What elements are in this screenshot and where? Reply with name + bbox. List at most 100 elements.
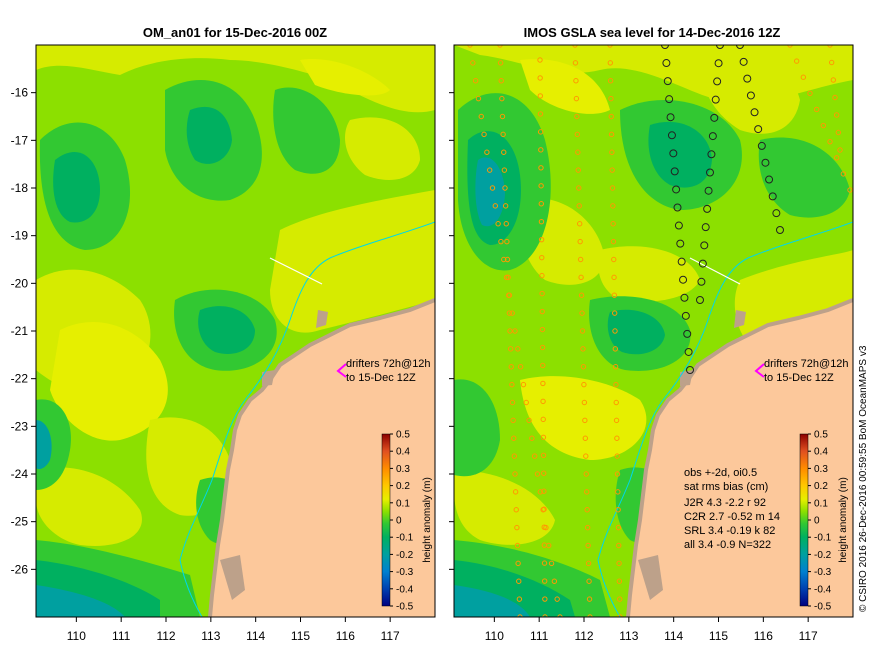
- colorbar-tick-label: -0.1: [814, 533, 832, 544]
- colorbar-tick-label: -0.3: [814, 567, 832, 578]
- y-tick-label: -19: [11, 229, 29, 243]
- observation-marker: [736, 45, 744, 49]
- svg-text:drifters 72h@12h: drifters 72h@12h: [346, 358, 431, 370]
- right-map-panel: IMOS GSLA sea level for 14-Dec-2016 12Z: [453, 25, 854, 618]
- observation-marker: [502, 203, 509, 209]
- observation-marker: [665, 95, 674, 104]
- observation-marker: [509, 399, 516, 406]
- observation-marker: [576, 185, 582, 191]
- observation-marker: [582, 417, 588, 424]
- observation-marker: [509, 310, 515, 316]
- observation-marker: [700, 241, 709, 250]
- observation-marker: [576, 221, 583, 227]
- colorbar-tick-label: -0.5: [814, 602, 832, 613]
- observation-marker: [481, 131, 487, 138]
- colorbar-tick-label: 0.1: [814, 498, 828, 509]
- observation-marker: [515, 560, 521, 567]
- observation-marker: [681, 311, 690, 320]
- observation-marker: [696, 296, 704, 304]
- svg-text:to 15-Dec 12Z: to 15-Dec 12Z: [346, 372, 416, 384]
- observation-marker: [585, 542, 591, 549]
- observation-marker: [538, 219, 545, 225]
- observation-marker: [500, 131, 506, 138]
- observation-marker: [828, 59, 835, 66]
- observation-marker: [711, 95, 720, 104]
- observation-marker: [612, 346, 619, 352]
- x-tick-label: 113: [201, 629, 220, 643]
- observation-marker: [507, 328, 513, 334]
- observation-marker: [537, 489, 544, 495]
- colorbar-tick-label: 0.4: [814, 447, 828, 458]
- observation-marker: [582, 435, 589, 441]
- observation-marker: [714, 59, 723, 68]
- observation-marker: [537, 75, 543, 81]
- observation-marker: [813, 106, 820, 113]
- observation-marker: [827, 138, 833, 145]
- observation-marker: [539, 254, 545, 261]
- stats-row: all 3.4 -0.9 N=322: [684, 539, 771, 551]
- observation-marker: [787, 45, 793, 48]
- observation-marker: [701, 223, 710, 232]
- observation-marker: [611, 292, 618, 298]
- observation-marker: [512, 471, 518, 477]
- observation-marker: [516, 578, 522, 584]
- observation-marker: [585, 560, 592, 567]
- observation-marker: [679, 275, 688, 284]
- observation-marker: [499, 95, 505, 102]
- observation-marker: [512, 328, 518, 334]
- stats-row: J2R 4.3 -2.2 r 92: [684, 497, 766, 509]
- x-tick-label: 111: [112, 629, 131, 643]
- observation-marker: [529, 435, 535, 441]
- observation-marker: [541, 488, 547, 494]
- observation-marker: [615, 507, 621, 513]
- observation-marker: [540, 398, 546, 405]
- observation-marker: [520, 381, 527, 388]
- observation-marker: [538, 236, 545, 243]
- observation-marker: [607, 60, 614, 66]
- observation-marker: [554, 596, 560, 602]
- colorbar-tick-label: -0.2: [814, 550, 832, 561]
- y-axis: -16 -17 -18 -19 -20 -21 -22 -23 -24 -25 -26: [11, 86, 454, 576]
- observation-marker: [609, 167, 615, 173]
- observation-marker: [674, 221, 683, 230]
- observation-marker: [537, 111, 544, 117]
- observation-marker: [608, 113, 614, 120]
- observation-marker: [837, 147, 843, 153]
- colorbar-tick-label: 0.4: [396, 447, 410, 458]
- svg-text:drifters 72h@12h: drifters 72h@12h: [764, 358, 849, 370]
- observation-marker: [663, 77, 672, 86]
- observation-marker: [580, 364, 587, 370]
- observation-marker: [716, 45, 724, 49]
- observation-marker: [579, 310, 585, 316]
- x-tick-label: 116: [336, 629, 355, 643]
- y-tick-label: -16: [11, 86, 29, 100]
- stats-line1: obs +-2d, oi0.5: [684, 467, 757, 479]
- observation-marker: [541, 578, 548, 584]
- observation-marker: [509, 381, 515, 388]
- colorbar-tick-label: -0.4: [814, 584, 832, 595]
- observation-marker: [578, 292, 585, 298]
- observation-marker: [504, 238, 510, 245]
- observation-marker: [672, 185, 681, 194]
- x-tick-label: 110: [485, 629, 504, 643]
- stats-box: obs +-2d, oi0.5 sat rms bias (cm) J2R 4.…: [684, 467, 780, 551]
- y-tick-label: -24: [11, 467, 29, 481]
- colorbar-tick-label: 0: [396, 516, 402, 527]
- observation-marker: [497, 60, 504, 66]
- observation-marker: [467, 45, 473, 48]
- colorbar-tick-label: 0.3: [396, 464, 410, 475]
- observation-marker: [615, 489, 621, 495]
- observation-marker: [523, 399, 529, 406]
- observation-marker: [542, 596, 548, 602]
- observation-marker: [772, 209, 781, 218]
- observation-marker: [686, 366, 694, 374]
- observation-marker: [833, 155, 840, 161]
- x-tick-label: 115: [291, 629, 310, 643]
- observation-marker: [577, 238, 583, 245]
- observation-marker: [677, 257, 686, 266]
- y-tick-label: -25: [11, 515, 29, 529]
- stats-line2: sat rms bias (cm): [684, 481, 768, 493]
- stats-row: C2R 2.7 -0.52 m 14: [684, 511, 780, 523]
- observation-marker: [768, 192, 777, 201]
- observation-marker: [492, 203, 499, 209]
